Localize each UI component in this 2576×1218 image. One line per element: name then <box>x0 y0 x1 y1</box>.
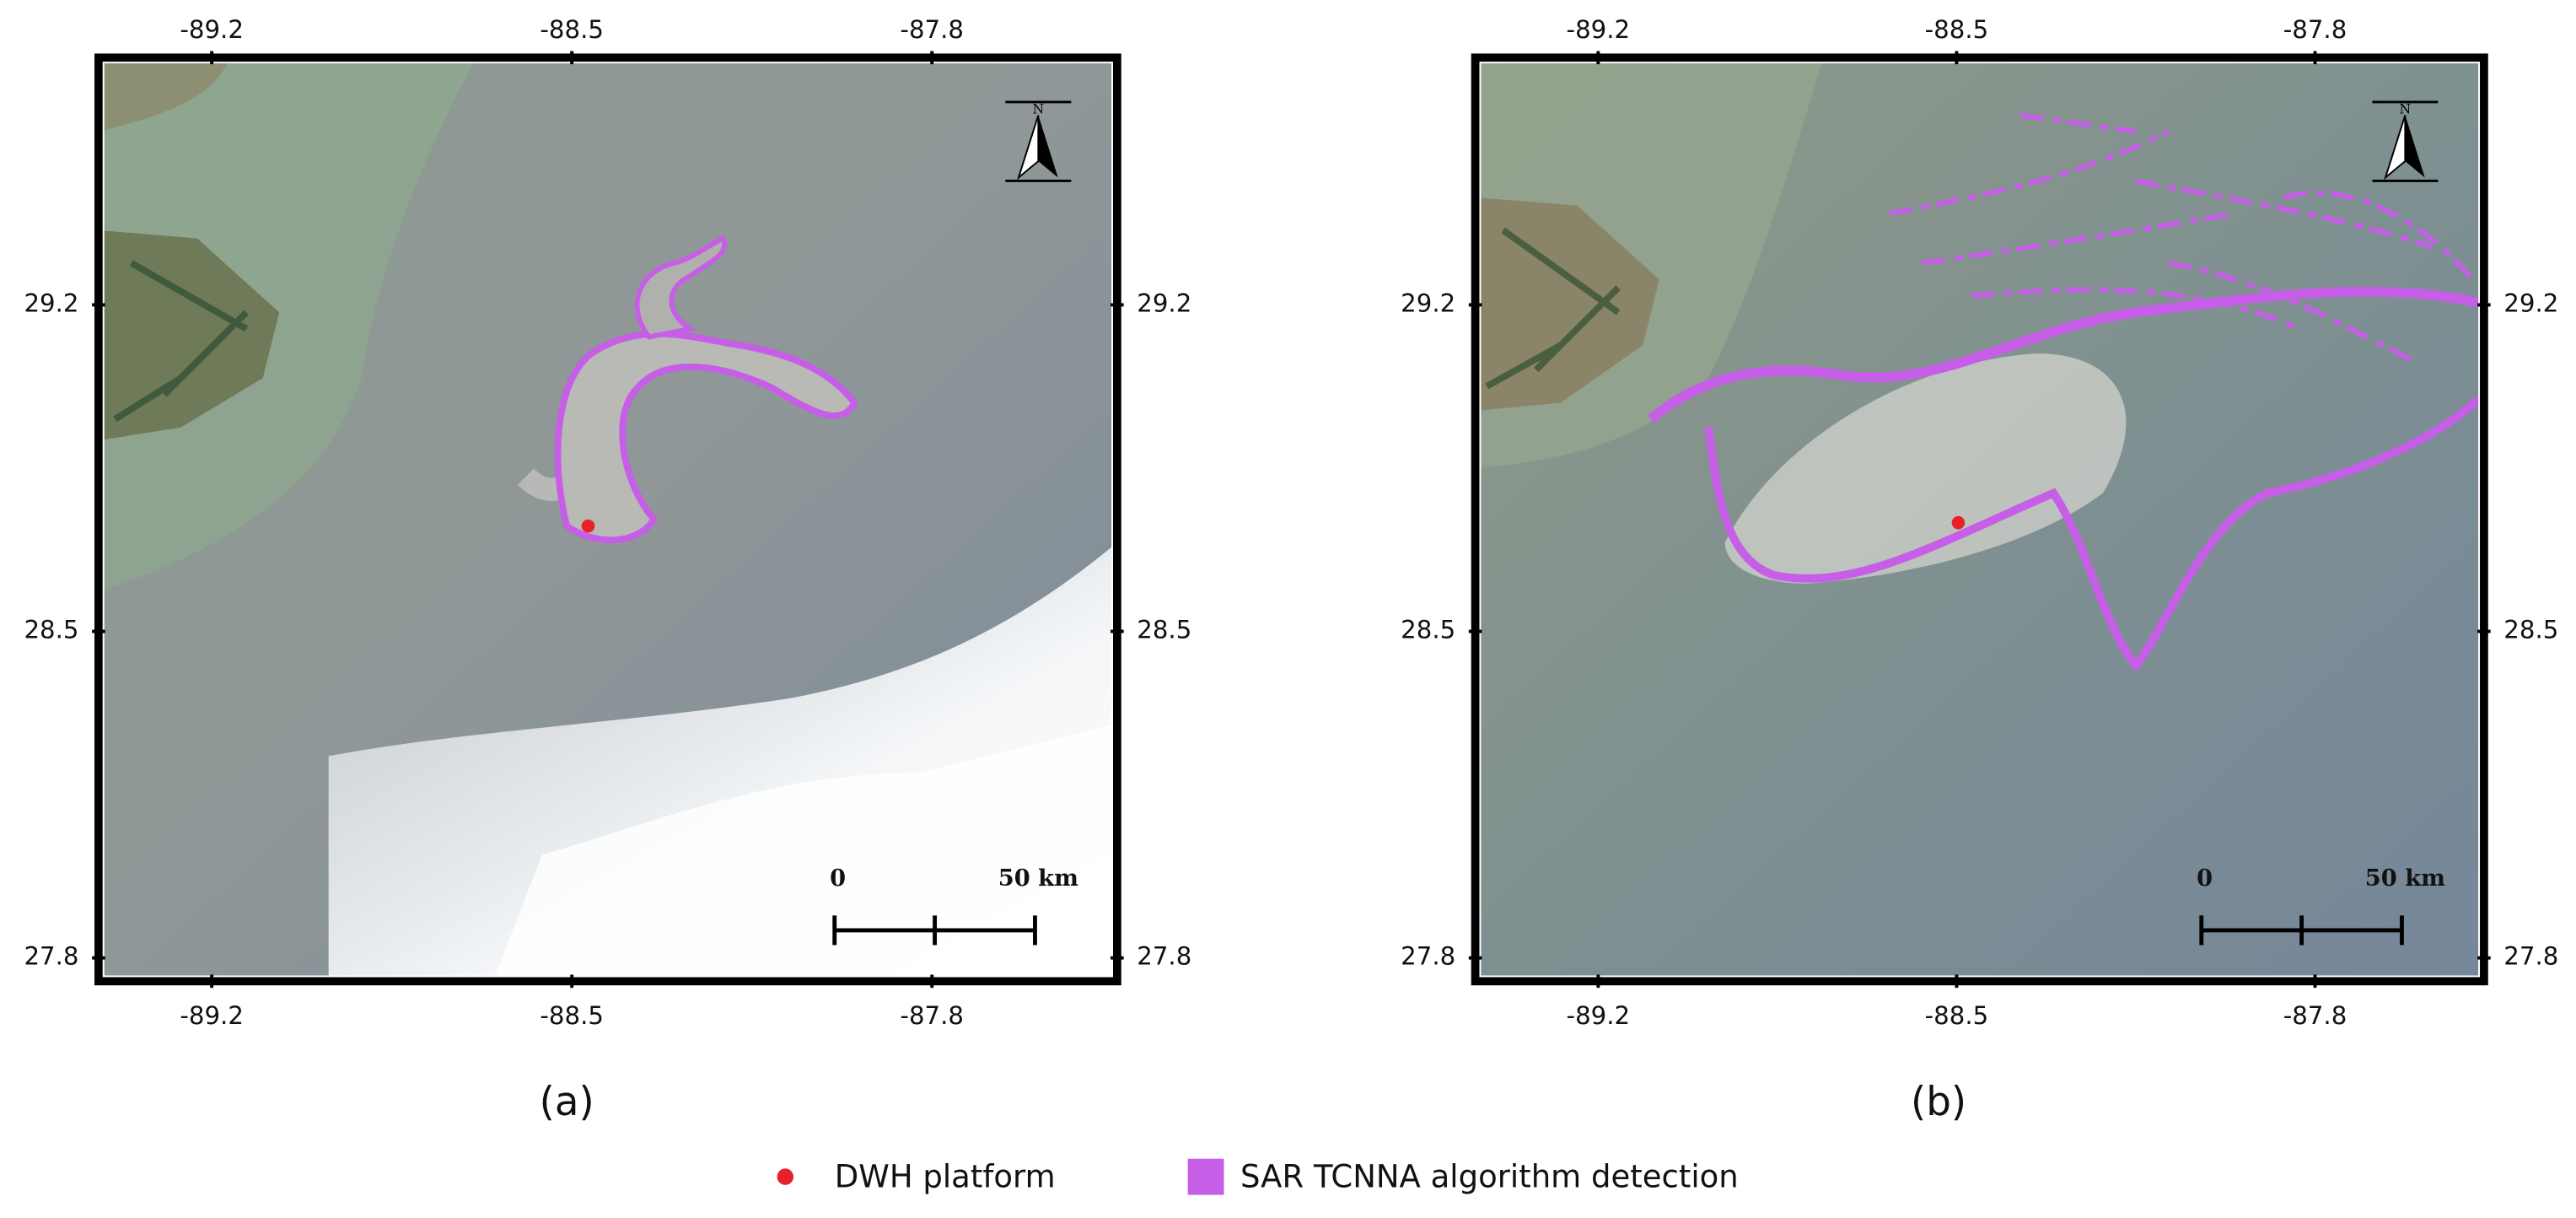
north-label: N <box>1033 102 1045 117</box>
x-tick-label: -87.8 <box>2283 15 2347 44</box>
x-tick-label: -88.5 <box>1925 15 1989 44</box>
map-frame <box>1471 53 2488 986</box>
panel-label: (b) <box>1911 1080 1966 1125</box>
x-tick-label: -89.2 <box>180 15 244 44</box>
legend-marker <box>777 1168 794 1185</box>
scale-label: 50 km <box>2365 865 2445 892</box>
x-tick-label: -88.5 <box>540 15 604 44</box>
y-tick-label: 29.2 <box>2503 288 2558 317</box>
y-tick-label: 29.2 <box>1137 288 1191 317</box>
y-tick-label: 27.8 <box>1401 942 1455 971</box>
scale-label: 50 km <box>998 865 1078 892</box>
scale-label: 0 <box>2197 865 2213 892</box>
north-label: N <box>2400 102 2412 117</box>
map-image-b <box>1475 57 2484 982</box>
legend-label: DWH platform <box>835 1159 1056 1195</box>
legend-marker <box>1187 1158 1224 1195</box>
scale-label: 0 <box>830 865 846 892</box>
x-tick-label: -89.2 <box>1567 1001 1631 1030</box>
map-frame <box>94 53 1121 986</box>
y-tick-label: 28.5 <box>1401 616 1455 644</box>
x-tick-label: -88.5 <box>1925 1001 1989 1030</box>
y-tick-label: 27.8 <box>2503 942 2558 971</box>
x-tick-label: -87.8 <box>2283 1001 2347 1030</box>
legend: DWH platform SAR TCNNA algorithm detecti… <box>777 1159 1739 1195</box>
map-frame-inner <box>102 62 1114 978</box>
x-tick-label: -89.2 <box>1567 15 1631 44</box>
y-tick-label: 29.2 <box>1401 288 1455 317</box>
map-image-a <box>98 57 1117 982</box>
x-tick-label: -87.8 <box>900 1001 964 1030</box>
x-tick-label: -88.5 <box>540 1001 604 1030</box>
y-tick-label: 28.5 <box>2503 616 2558 644</box>
y-tick-label: 27.8 <box>1137 942 1191 971</box>
y-tick-label: 28.5 <box>1137 616 1191 644</box>
north-arrow <box>2405 115 2425 178</box>
panel-label: (a) <box>540 1080 594 1125</box>
panel-overlays: -89.2 -89.2 -88.5 -88.5 -87.8 -87.8 29.2 29.2 28… <box>24 15 2558 1125</box>
x-tick-label: -89.2 <box>180 1001 244 1030</box>
y-tick-label: 27.8 <box>24 942 78 971</box>
legend-label: SAR TCNNA algorithm detection <box>1240 1159 1739 1195</box>
y-tick-label: 29.2 <box>24 288 78 317</box>
y-tick-label: 28.5 <box>24 616 78 644</box>
x-tick-label: -87.8 <box>900 15 964 44</box>
map-frame-inner <box>1479 62 2481 978</box>
